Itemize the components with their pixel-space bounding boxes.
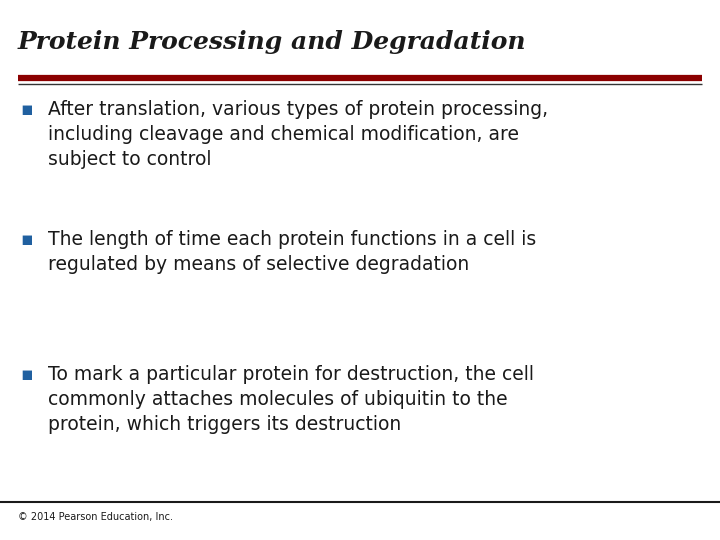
Text: Protein Processing and Degradation: Protein Processing and Degradation: [18, 30, 526, 54]
Text: ▪: ▪: [20, 100, 32, 119]
Text: After translation, various types of protein processing,
including cleavage and c: After translation, various types of prot…: [48, 100, 548, 169]
Text: © 2014 Pearson Education, Inc.: © 2014 Pearson Education, Inc.: [18, 512, 173, 522]
Text: The length of time each protein functions in a cell is
regulated by means of sel: The length of time each protein function…: [48, 230, 536, 274]
Text: ▪: ▪: [20, 365, 32, 384]
Text: ▪: ▪: [20, 230, 32, 249]
Text: To mark a particular protein for destruction, the cell
commonly attaches molecul: To mark a particular protein for destruc…: [48, 365, 534, 434]
